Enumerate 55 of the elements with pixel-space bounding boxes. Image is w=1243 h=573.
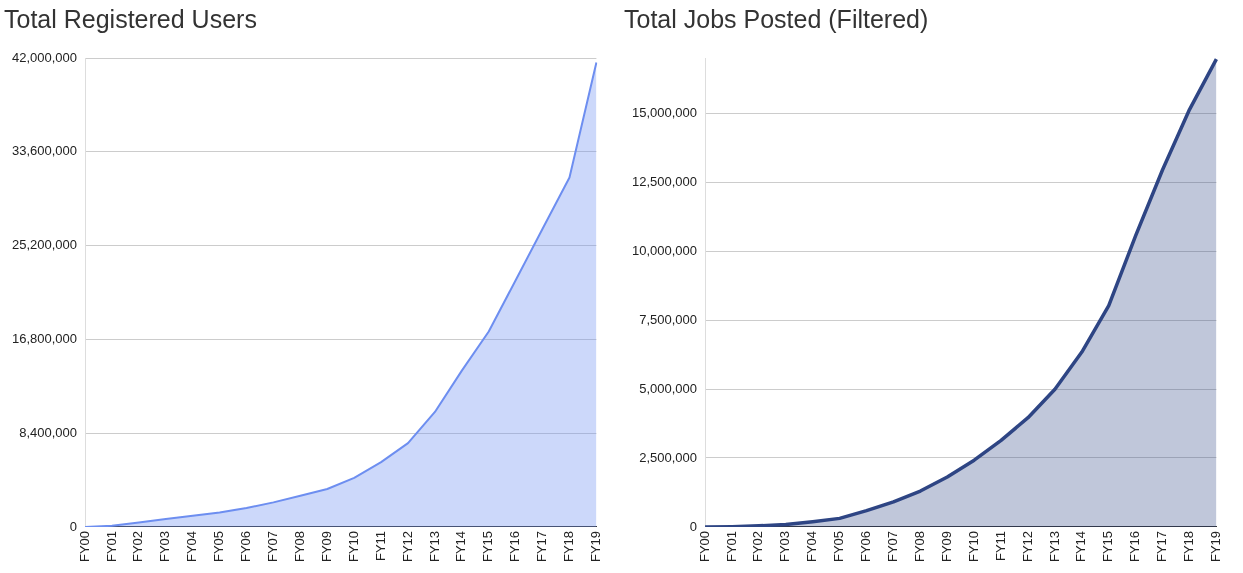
x-tick-label: FY04 [184,530,200,563]
y-tick-label: 8,400,000 [19,424,78,440]
chart-title: Total Registered Users [4,4,257,33]
x-tick-label: FY10 [965,530,981,563]
y-tick-label: 7,500,000 [639,311,698,327]
y-tick-label: 16,800,000 [11,330,78,346]
x-tick-label: FY06 [858,530,874,563]
y-tick-label: 10,000,000 [631,242,698,258]
x-tick-label: FY00 [76,530,92,563]
x-tick-label: FY13 [426,530,442,563]
x-tick-label: FY01 [723,530,739,563]
x-tick-label: FY02 [750,530,766,563]
x-tick-label: FY15 [480,530,496,563]
x-tick-label: FY17 [1154,530,1170,563]
x-tick-label: FY03 [157,530,173,563]
x-tick-label: FY19 [1207,530,1223,563]
x-tick-label: FY13 [1046,530,1062,563]
y-tick-label: 25,200,000 [11,237,78,253]
x-tick-label: FY14 [1073,530,1089,563]
x-tick-label: FY03 [777,530,793,563]
x-tick-label: FY12 [1019,530,1035,563]
x-tick-label: FY12 [399,530,415,563]
y-tick-label: 0 [69,518,78,534]
x-tick-label: FY07 [265,530,281,563]
x-tick-label: FY06 [238,530,254,563]
x-tick-label: FY05 [831,530,847,563]
y-tick-label: 33,600,000 [11,143,78,159]
x-tick-label: FY19 [587,530,603,563]
x-tick-label: FY10 [345,530,361,563]
y-tick-label: 42,000,000 [11,49,78,65]
x-tick-label: FY08 [291,530,307,563]
y-tick-label: 0 [689,518,698,534]
x-tick-label: FY18 [1181,530,1197,563]
x-tick-label: FY18 [561,530,577,563]
x-tick-label: FY16 [1127,530,1143,563]
chart-title: Total Jobs Posted (Filtered) [624,4,929,33]
x-tick-label: FY07 [885,530,901,563]
x-tick-label: FY17 [534,530,550,563]
x-tick-label: FY09 [318,530,334,563]
x-tick-label: FY11 [992,530,1008,562]
x-tick-label: FY09 [938,530,954,563]
x-tick-label: FY02 [130,530,146,563]
x-tick-label: FY00 [696,530,712,563]
y-tick-label: 12,500,000 [631,173,698,189]
y-tick-label: 15,000,000 [631,104,698,120]
x-tick-label: FY15 [1100,530,1116,563]
y-tick-label: 2,500,000 [639,449,698,465]
x-tick-label: FY05 [211,530,227,563]
x-tick-label: FY14 [453,530,469,563]
x-tick-label: FY11 [372,530,388,562]
x-tick-label: FY08 [911,530,927,563]
x-tick-label: FY16 [507,530,523,563]
x-tick-label: FY01 [103,530,119,563]
y-tick-label: 5,000,000 [639,380,698,396]
x-tick-label: FY04 [804,530,820,563]
